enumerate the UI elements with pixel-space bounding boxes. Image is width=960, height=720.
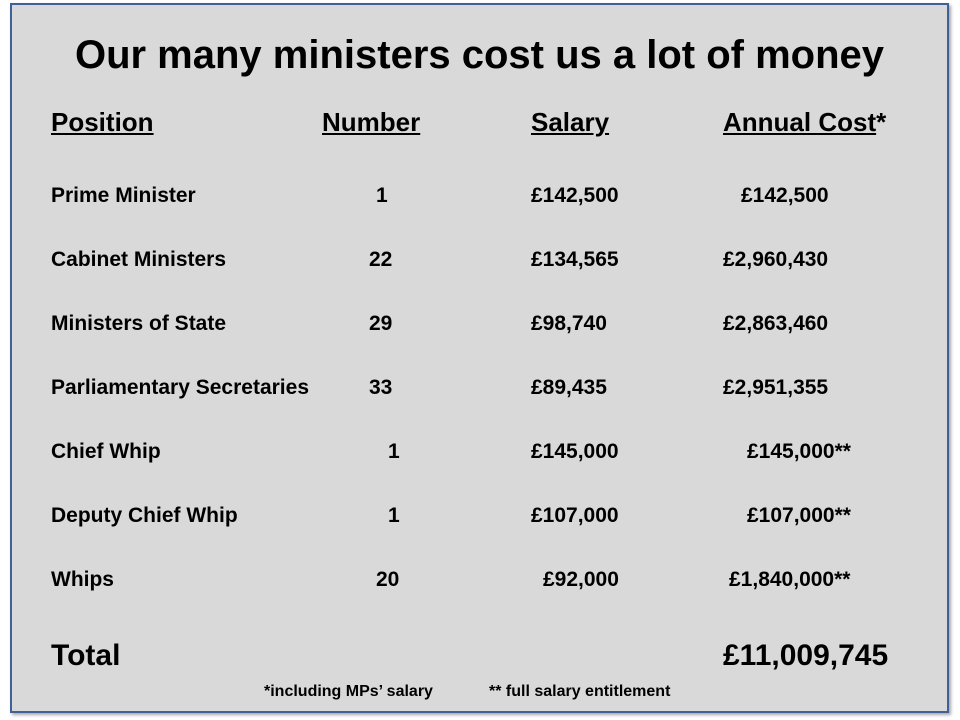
footnote-double-asterisk: ** full salary entitlement [489, 683, 671, 700]
footnote-single-asterisk: *including MPs’ salary [264, 683, 433, 700]
row-salary: £89,435 [531, 376, 607, 399]
row-annual-cost: £2,863,460 [723, 312, 829, 335]
row-salary: £92,000 [543, 568, 619, 591]
row-position: Parliamentary Secretaries [51, 376, 309, 399]
row-number: 1 [388, 440, 400, 463]
row-number: 22 [369, 248, 393, 271]
header-salary: Salary [531, 107, 610, 137]
row-salary: £98,740 [531, 312, 607, 335]
row-annual-cost: £107,000** [747, 504, 851, 527]
header-annual-cost-mark: * [876, 107, 887, 137]
row-position: Chief Whip [51, 440, 161, 463]
header-number: Number [322, 107, 421, 137]
slide-panel: Our many ministers cost us a lot of mone… [10, 3, 949, 713]
row-annual-cost: £2,951,355 [723, 376, 829, 399]
row-salary: £145,000 [531, 440, 619, 463]
header-annual-cost: Annual Cost* [723, 107, 886, 138]
row-position: Cabinet Ministers [51, 248, 227, 271]
header-annual-cost-label: Annual Cost [723, 107, 877, 137]
row-annual-cost: £145,000** [747, 440, 851, 463]
row-position: Prime Minister [51, 184, 196, 207]
row-number: 29 [369, 312, 393, 335]
row-number: 1 [376, 184, 388, 207]
total-label: Total [51, 639, 121, 672]
slide-title: Our many ministers cost us a lot of mone… [74, 33, 885, 77]
row-position: Whips [51, 568, 114, 591]
row-annual-cost: £1,840,000** [729, 568, 851, 591]
header-position: Position [51, 107, 154, 137]
row-annual-cost: £2,960,430 [723, 248, 829, 271]
row-position: Ministers of State [51, 312, 227, 335]
row-salary: £134,565 [531, 248, 619, 271]
row-position: Deputy Chief Whip [51, 504, 238, 527]
total-value: £11,009,745 [723, 639, 889, 672]
row-annual-cost: £142,500 [741, 184, 829, 207]
row-number: 33 [369, 376, 393, 399]
row-salary: £107,000 [531, 504, 619, 527]
row-number: 1 [388, 504, 400, 527]
row-number: 20 [376, 568, 400, 591]
row-salary: £142,500 [531, 184, 619, 207]
